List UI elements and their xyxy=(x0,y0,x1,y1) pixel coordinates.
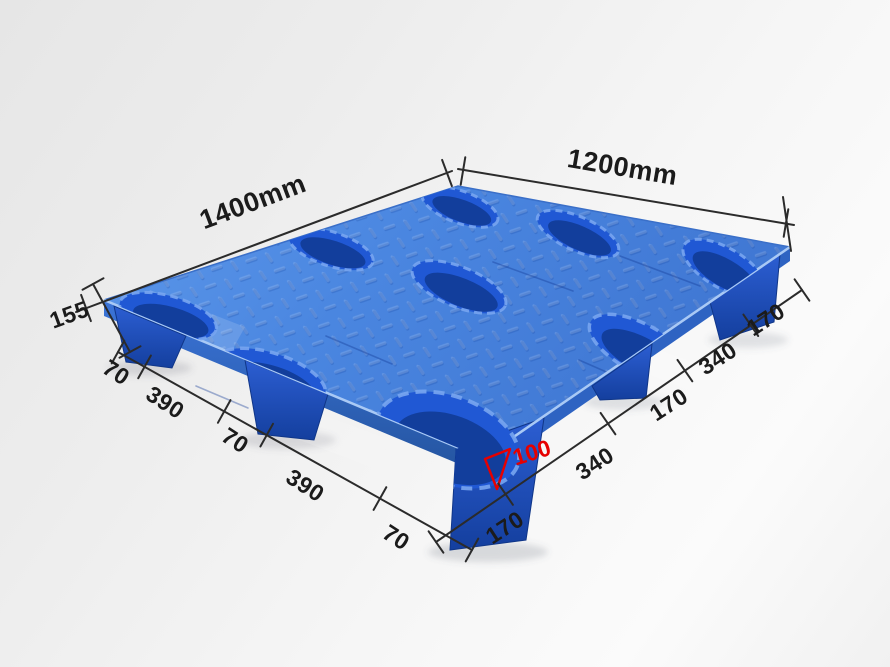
dim-width-label: 1200mm xyxy=(565,143,680,191)
dim-tick xyxy=(80,293,92,323)
dim-tick xyxy=(137,354,152,380)
deck-groove xyxy=(325,335,393,365)
dim-line xyxy=(75,170,453,313)
dim-length-1400 xyxy=(75,158,453,323)
deck-groove xyxy=(619,255,701,287)
cup xyxy=(420,186,500,229)
dim-length-label: 1400mm xyxy=(196,168,311,235)
dim-tick xyxy=(427,530,445,554)
dim-tick xyxy=(459,156,467,186)
deck-groove xyxy=(195,385,249,409)
dim-height-label: 155 xyxy=(46,295,92,333)
dim-extension xyxy=(782,196,792,252)
dim-tick xyxy=(81,277,105,291)
dim-bl-segment-label: 390 xyxy=(282,464,330,508)
dim-bottom-right xyxy=(427,278,811,554)
red-foot-callout xyxy=(483,447,512,491)
dim-br-segment-label: 340 xyxy=(571,442,619,486)
deck-groove xyxy=(492,261,574,292)
cup xyxy=(535,208,621,260)
dim-tick xyxy=(599,411,617,436)
dim-line xyxy=(435,289,803,543)
dim-tick xyxy=(676,358,694,383)
dim-bottom-left xyxy=(110,339,480,563)
dim-tick xyxy=(216,399,232,424)
deck-back-edge xyxy=(103,185,791,301)
red-callout-triangle xyxy=(483,447,512,491)
deck-patch xyxy=(641,348,730,400)
dim-tick xyxy=(793,278,811,302)
dim-width-1200 xyxy=(457,156,795,252)
dim-br-segment-label: 170 xyxy=(645,383,693,427)
dim-tick xyxy=(742,313,760,337)
dim-tick xyxy=(497,482,514,506)
dim-tick xyxy=(110,339,126,365)
dim-tick xyxy=(464,537,480,563)
cup xyxy=(410,259,508,315)
dim-line xyxy=(457,168,795,226)
dimension-lines xyxy=(75,156,811,563)
dim-tick xyxy=(372,486,388,511)
dim-line xyxy=(117,351,473,551)
dim-tick xyxy=(259,422,274,448)
dim-bl-segment-label: 70 xyxy=(217,422,253,458)
dim-tick xyxy=(441,158,453,188)
dim-bl-segment-label: 70 xyxy=(378,519,414,555)
